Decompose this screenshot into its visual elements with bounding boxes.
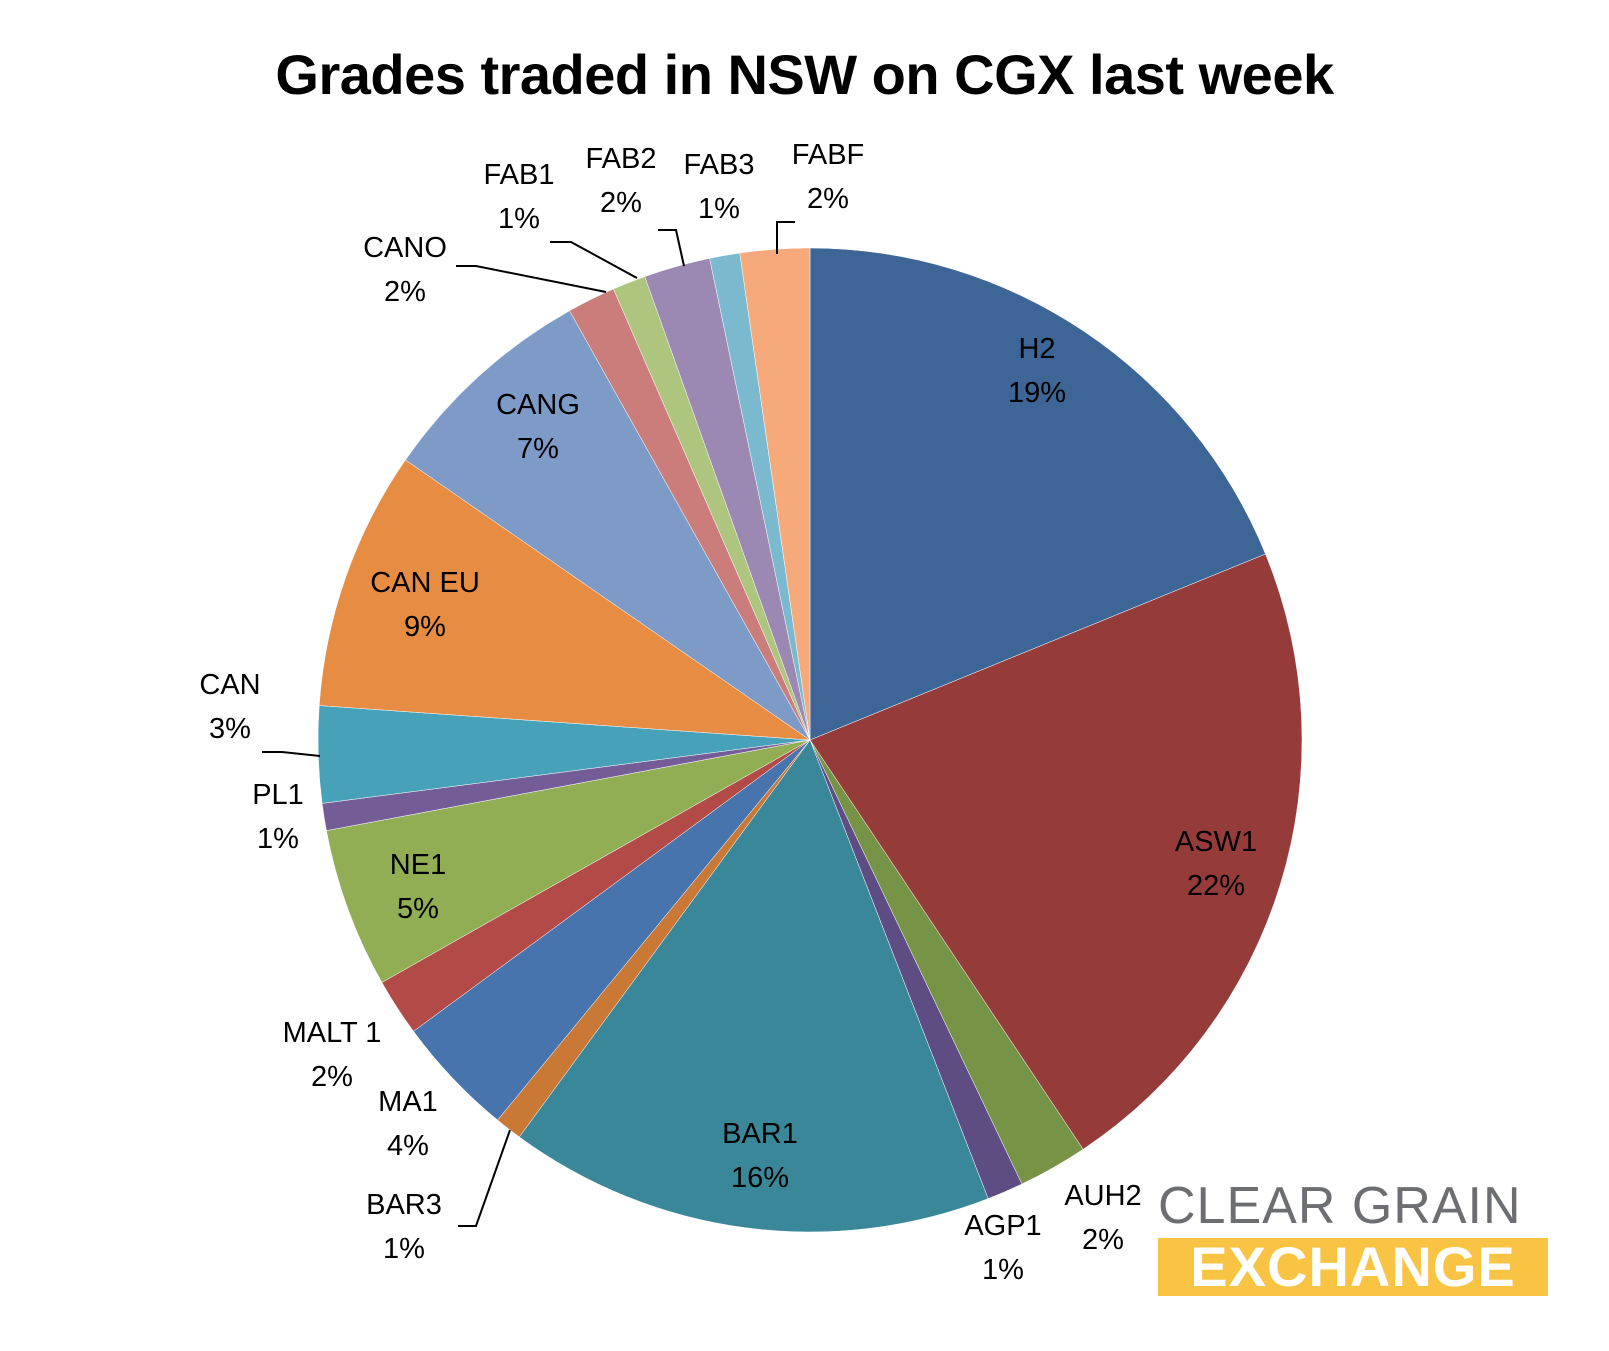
slice-label-fab2: FAB2 (586, 143, 657, 175)
slice-percent-asw1: 22% (1187, 870, 1245, 902)
slice-percent-pl1: 1% (257, 823, 299, 855)
slice-percent-cang: 7% (517, 433, 559, 465)
slice-label-asw1: ASW1 (1175, 826, 1257, 858)
pie-slice-can-eu (318, 459, 811, 741)
slice-percent-auh2: 2% (1082, 1224, 1124, 1256)
pie-slice-asw1 (809, 553, 1303, 1150)
slice-label-fab1: FAB1 (484, 159, 555, 191)
slice-label-agp1: AGP1 (964, 1210, 1041, 1242)
slice-percent-fab1: 1% (498, 203, 540, 235)
slice-percent-malt-1: 2% (311, 1061, 353, 1093)
slice-percent-agp1: 1% (982, 1254, 1024, 1286)
slice-label-cang: CANG (496, 389, 580, 421)
slice-percent-bar1: 16% (731, 1162, 789, 1194)
slice-percent-ne1: 5% (397, 893, 439, 925)
slice-label-bar1: BAR1 (722, 1118, 798, 1150)
leader-line-can (262, 751, 321, 757)
pie-slice-cang (405, 310, 811, 741)
slice-percent-can: 3% (209, 713, 251, 745)
chart-title: Grades traded in NSW on CGX last week (275, 43, 1334, 106)
leader-line-cano (456, 265, 607, 293)
slice-label-pl1: PL1 (252, 779, 304, 811)
leader-line-fab2 (658, 229, 685, 267)
slice-label-cano: CANO (363, 232, 447, 264)
leader-line-bar3 (458, 1129, 511, 1227)
slice-percent-ma1: 4% (387, 1130, 429, 1162)
leader-line-fabf (776, 221, 795, 254)
pie-slice-h2 (809, 247, 1266, 741)
slice-label-malt-1: MALT 1 (283, 1017, 382, 1049)
pie-slice-fabf (739, 247, 811, 741)
slice-percent-fabf: 2% (807, 183, 849, 215)
slice-percent-h2: 19% (1008, 377, 1066, 409)
slice-percent-can-eu: 9% (404, 611, 446, 643)
slice-label-can-eu: CAN EU (370, 567, 480, 599)
slice-label-can: CAN (199, 669, 260, 701)
slice-label-ne1: NE1 (390, 849, 446, 881)
slice-percent-fab2: 2% (600, 187, 642, 219)
slice-percent-cano: 2% (384, 276, 426, 308)
pie-slice-ne1 (326, 739, 811, 983)
pie-slice-bar1 (518, 739, 989, 1233)
logo-line-bottom: EXCHANGE (1158, 1238, 1548, 1296)
leader-line-fab1 (550, 241, 638, 279)
slice-label-fabf: FABF (792, 139, 865, 171)
slice-percent-fab3: 1% (698, 193, 740, 225)
slice-label-ma1: MA1 (378, 1086, 438, 1118)
slice-percent-bar3: 1% (383, 1233, 425, 1265)
slice-label-fab3: FAB3 (684, 149, 755, 181)
slice-label-auh2: AUH2 (1064, 1180, 1141, 1212)
slice-label-bar3: BAR3 (366, 1189, 442, 1221)
clear-grain-exchange-logo: CLEAR GRAIN EXCHANGE (1158, 1177, 1548, 1296)
logo-line-top: CLEAR GRAIN (1158, 1177, 1522, 1235)
slice-label-h2: H2 (1018, 333, 1055, 365)
